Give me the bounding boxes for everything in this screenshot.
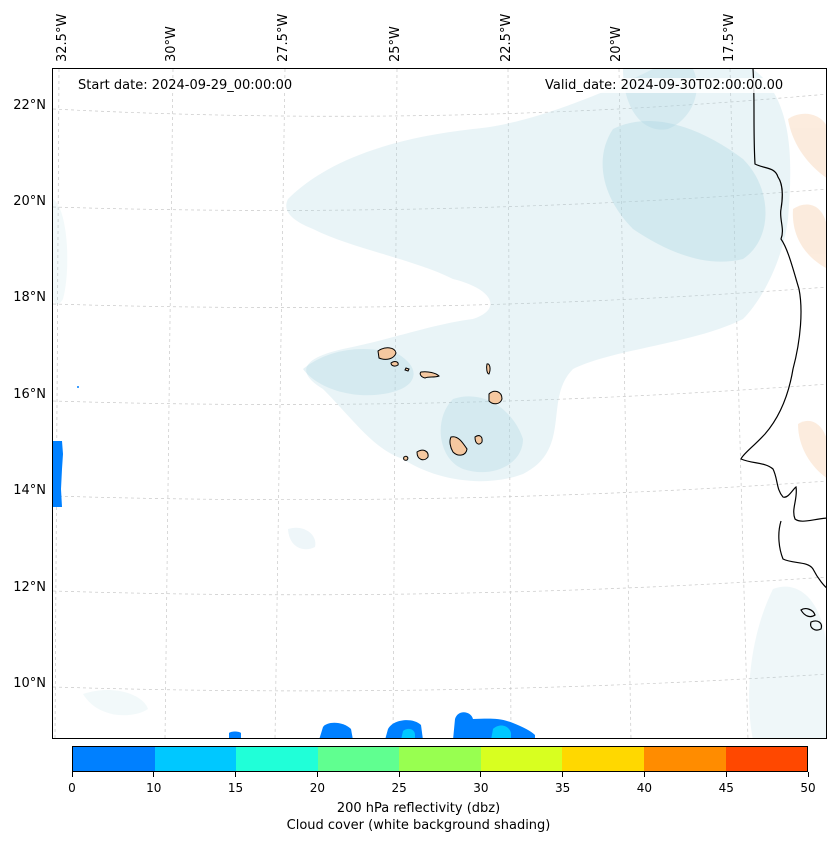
colorbar-segment-5 — [480, 747, 563, 771]
colorbar-tick-mark — [480, 772, 482, 777]
colorbar-tick-mark — [807, 772, 809, 777]
island-santiago — [449, 436, 468, 456]
colorbar-tick-mark — [398, 772, 400, 777]
lon-label-25w: 25°W — [388, 26, 403, 62]
colorbar-tick-label: 20 — [309, 781, 325, 795]
colorbar-segment-8 — [725, 747, 808, 771]
reflectivity-cell-west — [53, 441, 63, 507]
colorbar-tick-label: 10 — [146, 781, 162, 795]
colorbar-segment-1 — [154, 747, 237, 771]
lon-label-22-5w: 22.5°W — [499, 13, 514, 62]
lon-label-32-5w: 32.5°W — [55, 13, 70, 62]
lon-label-30w: 30°W — [164, 26, 179, 62]
reflectivity-cells — [53, 386, 535, 738]
graticule — [53, 69, 826, 738]
lon-label-20w: 20°W — [609, 26, 624, 62]
cape-verde-islands — [377, 347, 503, 461]
island-boa-vista — [488, 390, 503, 405]
island-fogo — [416, 449, 429, 461]
colorbar-tick-label: 50 — [800, 781, 816, 795]
colorbar-tick-label: 15 — [227, 781, 244, 795]
colorbar-tick-label: 35 — [555, 781, 571, 795]
island-maio — [474, 435, 483, 445]
reflectivity-cell-south-4 — [453, 712, 535, 738]
colorbar-tick-mark — [71, 772, 73, 777]
colorbar-tick-label: 45 — [718, 781, 734, 795]
africa-coastline — [740, 69, 826, 631]
island-sao-nicolau — [419, 371, 440, 379]
lat-label-16n: 16°N — [13, 387, 46, 402]
island-sao-vicente — [390, 361, 399, 367]
reflectivity-cell-south-2 — [319, 722, 353, 738]
lat-label-12n: 12°N — [13, 580, 46, 595]
lat-label-10n: 10°N — [13, 676, 46, 691]
lon-label-17-5w: 17.5°W — [722, 13, 737, 62]
colorbar-tick-mark — [153, 772, 155, 777]
colorbar-label-reflectivity: 200 hPa reflectivity (dbz) — [336, 801, 501, 816]
reflectivity-dot — [77, 386, 79, 388]
reflectivity-cell-south-1 — [229, 731, 241, 738]
colorbar-segment-6 — [562, 747, 644, 771]
map-panel — [52, 68, 827, 739]
lat-label-22n: 22°N — [13, 98, 46, 113]
island-sal — [486, 363, 491, 375]
colorbar-segment-7 — [643, 747, 726, 771]
colorbar-tick-label: 25 — [391, 781, 407, 795]
colorbar-segment-4 — [399, 747, 481, 771]
colorbar-tick-mark — [725, 772, 727, 777]
lon-label-27-5w: 27.5°W — [276, 13, 291, 62]
island-santo-antao — [377, 347, 397, 360]
colorbar-tick-mark — [643, 772, 645, 777]
colorbar-tick-label: 30 — [473, 781, 489, 795]
lat-label-14n: 14°N — [13, 483, 46, 498]
colorbar-tick-mark — [235, 772, 237, 777]
map-canvas — [53, 69, 826, 738]
start-date-label: Start date: 2024-09-29_00:00:00 — [76, 78, 295, 93]
valid-date-label: Valid_date: 2024-09-30T02:00:00.00 — [543, 78, 786, 93]
colorbar — [72, 746, 808, 772]
colorbar-tick-mark — [562, 772, 564, 777]
colorbar-segment-3 — [317, 747, 400, 771]
reflectivity-cell-south-5 — [401, 728, 415, 738]
colorbar-label-cloud: Cloud cover (white background shading) — [286, 818, 551, 833]
island-brava — [403, 455, 409, 461]
colorbar-segment-0 — [73, 747, 155, 771]
colorbar-tick-label: 0 — [68, 781, 76, 795]
warm-shading — [788, 113, 826, 478]
colorbar-tick-label: 40 — [636, 781, 653, 795]
colorbar-tick-mark — [316, 772, 318, 777]
lat-label-18n: 18°N — [13, 290, 46, 305]
cloud-cover — [53, 69, 826, 738]
lat-label-20n: 20°N — [13, 194, 46, 209]
colorbar-segment-2 — [236, 747, 318, 771]
island-santa-luzia — [404, 367, 410, 372]
reflectivity-cell-south-6 — [491, 725, 511, 738]
